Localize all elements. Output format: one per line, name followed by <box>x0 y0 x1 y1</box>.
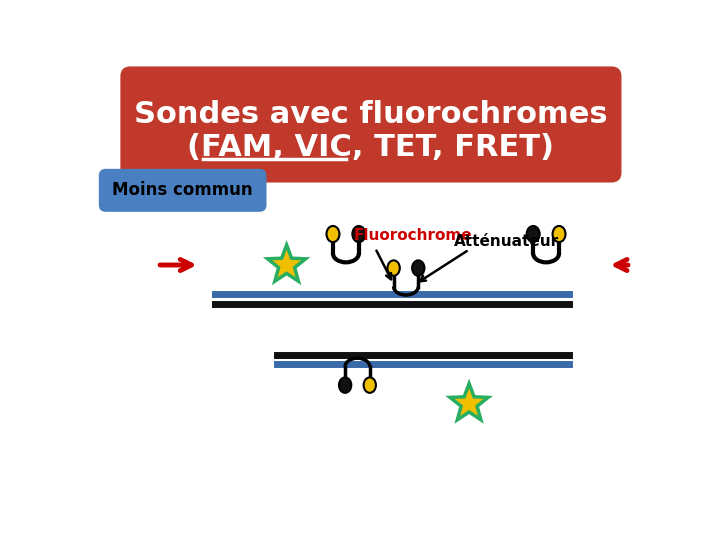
Text: Moins commun: Moins commun <box>112 181 253 199</box>
Ellipse shape <box>552 226 565 242</box>
Ellipse shape <box>364 377 376 393</box>
Text: Sondes avec fluorochromes: Sondes avec fluorochromes <box>134 100 608 130</box>
Polygon shape <box>268 245 306 281</box>
FancyBboxPatch shape <box>121 67 621 182</box>
Text: Atténuateur: Atténuateur <box>454 234 559 249</box>
Ellipse shape <box>387 260 400 276</box>
FancyBboxPatch shape <box>99 170 266 211</box>
Ellipse shape <box>339 377 351 393</box>
Polygon shape <box>450 383 488 420</box>
Text: Fluorochrome: Fluorochrome <box>354 228 472 243</box>
Text: (FAM, VIC, TET, FRET): (FAM, VIC, TET, FRET) <box>187 133 554 163</box>
Ellipse shape <box>352 226 365 242</box>
Ellipse shape <box>527 226 539 242</box>
Ellipse shape <box>412 260 425 276</box>
Ellipse shape <box>326 226 339 242</box>
